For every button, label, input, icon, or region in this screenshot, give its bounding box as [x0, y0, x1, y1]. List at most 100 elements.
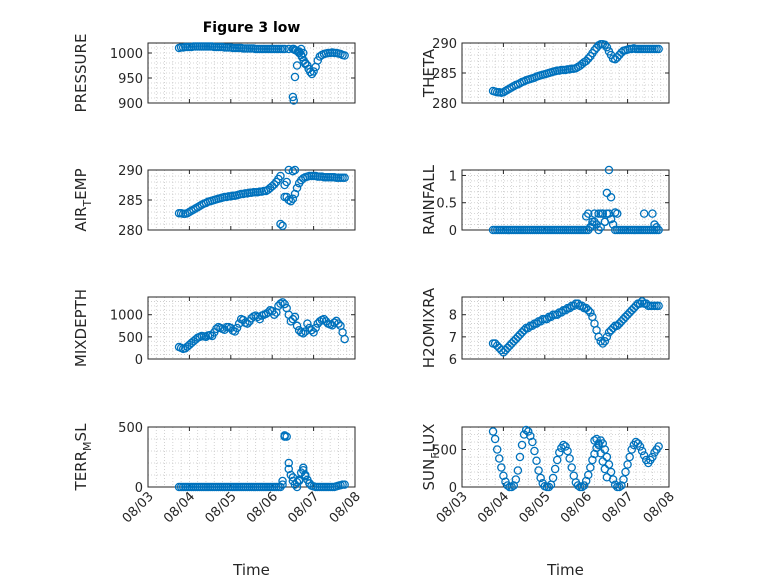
data-point [309, 67, 318, 76]
x-tick-label: 08/07 [599, 489, 636, 526]
x-tick-label: 08/05 [203, 489, 240, 526]
axes-box [461, 296, 670, 360]
data-point [503, 481, 512, 490]
data-point [270, 180, 279, 189]
data-point [600, 337, 610, 346]
y-tick-label: 1000 [110, 47, 143, 62]
data-point [648, 209, 657, 218]
data-point [532, 319, 541, 328]
chart-title: Figure 3 low [203, 20, 301, 36]
y-tick-label: 500 [118, 421, 143, 436]
data-point [530, 446, 539, 456]
y-tick-label: 1000 [110, 309, 143, 324]
grid [148, 427, 355, 487]
data-point [511, 475, 521, 484]
data-point [602, 42, 612, 52]
data-point [276, 171, 285, 181]
data-point [278, 480, 287, 489]
data-point [292, 61, 302, 70]
data-point [625, 452, 634, 462]
y-axis-label: H2OMIXRA [420, 287, 438, 368]
data-point [610, 480, 620, 489]
data-point [519, 325, 529, 335]
subplot-rainfall: 0 0.5 1 RAINFALL [420, 164, 670, 239]
data-point [289, 96, 298, 105]
axes-box [147, 296, 356, 360]
data-point [280, 299, 289, 309]
data-point [513, 466, 523, 475]
x-axis-label: Time [546, 561, 584, 579]
data-point [569, 301, 579, 311]
data-point [280, 431, 289, 440]
data-point [639, 451, 649, 460]
data-point [621, 467, 630, 477]
data-point [552, 455, 562, 465]
series-markers [174, 298, 349, 354]
data-point [284, 458, 294, 468]
data-point [584, 209, 593, 218]
data-point [278, 476, 287, 486]
data-point [602, 472, 612, 482]
y-tick-label: 290 [118, 164, 143, 179]
y-axis-label-subscript: T [81, 200, 94, 208]
data-point [305, 479, 314, 488]
data-point [340, 480, 349, 489]
y-axis-label-main: TERR [72, 451, 90, 492]
y-axis-label-rest: LUX [420, 424, 438, 453]
series-markers [488, 425, 663, 492]
data-point [596, 337, 605, 346]
y-axis-label: THETA [420, 48, 438, 98]
data-point [243, 319, 252, 328]
data-point [590, 209, 599, 218]
y-tick-label: 0 [449, 481, 457, 496]
grid [462, 170, 669, 230]
data-point [542, 314, 552, 324]
y-tick-label: 0 [135, 481, 143, 496]
data-point [608, 323, 618, 333]
data-point [523, 427, 533, 436]
axes-box [147, 42, 356, 104]
x-tick-label: 08/05 [517, 489, 554, 526]
data-point [301, 59, 310, 69]
data-point [557, 308, 566, 317]
data-point [298, 48, 308, 58]
data-point [534, 466, 543, 475]
y-tick-label: 900 [118, 97, 143, 112]
y-axis-label: PRESSURE [72, 34, 90, 113]
series-markers [488, 165, 663, 235]
data-point [613, 53, 622, 62]
y-tick-label: 950 [118, 72, 143, 87]
y-tick-label: 285 [118, 194, 143, 209]
data-point [567, 463, 576, 472]
data-point [581, 56, 591, 66]
data-point [561, 442, 570, 451]
y-tick-label: 290 [432, 37, 457, 52]
x-axis-label: Time [232, 561, 270, 579]
data-point [654, 44, 663, 54]
x-tick-label: 08/08 [327, 489, 364, 526]
data-point [507, 482, 516, 492]
data-point [334, 319, 343, 328]
data-point [490, 434, 500, 444]
y-axis-label-subscript: F [429, 452, 442, 458]
data-point [613, 209, 622, 218]
data-point [492, 445, 502, 454]
data-point [340, 173, 349, 183]
data-point [573, 481, 583, 490]
data-point [290, 312, 300, 322]
data-point [606, 193, 616, 202]
x-tick-label: 08/07 [285, 489, 322, 526]
y-axis-label: TERRMSL [72, 423, 94, 492]
y-tick-label: 280 [432, 97, 457, 112]
data-point [584, 306, 593, 315]
series-markers [488, 39, 663, 98]
y-tick-label: 280 [118, 224, 143, 239]
data-point [594, 332, 603, 342]
data-point [232, 323, 242, 333]
data-point [637, 446, 647, 456]
y-tick-label: 0.5 [436, 197, 457, 212]
data-point [544, 482, 554, 492]
data-point [637, 297, 647, 306]
